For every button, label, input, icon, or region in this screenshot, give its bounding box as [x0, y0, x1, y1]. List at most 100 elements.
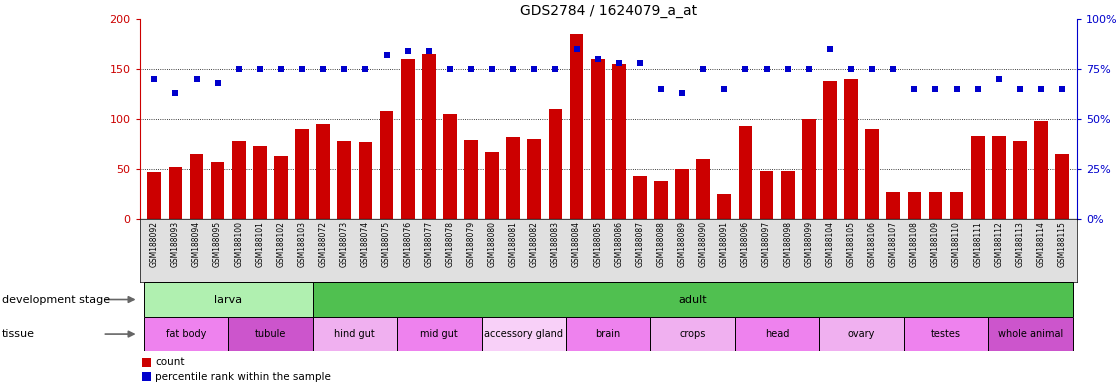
Point [800, 66, 818, 72]
Bar [232, 141, 246, 219]
Point [843, 66, 860, 72]
Text: tissue: tissue [2, 329, 36, 339]
Bar [654, 181, 667, 219]
Point [315, 66, 333, 72]
Point [737, 66, 754, 72]
Text: GSM188074: GSM188074 [360, 221, 369, 267]
Bar [337, 141, 352, 219]
Point [356, 66, 374, 72]
Text: GSM188112: GSM188112 [994, 221, 1003, 266]
Bar [950, 192, 963, 219]
Text: GSM188088: GSM188088 [656, 221, 665, 266]
Bar [549, 109, 562, 219]
Text: GSM188099: GSM188099 [805, 221, 814, 267]
Point [1011, 86, 1029, 92]
Text: larva: larva [214, 295, 242, 305]
Bar [422, 54, 435, 219]
Point [483, 66, 501, 72]
Bar [651, 317, 735, 351]
Text: brain: brain [596, 329, 620, 339]
Text: GSM188098: GSM188098 [783, 221, 792, 267]
Bar [739, 126, 752, 219]
Bar [401, 59, 414, 219]
Text: whole animal: whole animal [998, 329, 1064, 339]
Text: GSM188091: GSM188091 [720, 221, 729, 267]
Bar [675, 169, 689, 219]
Bar [781, 171, 795, 219]
Bar [735, 317, 819, 351]
Bar [379, 111, 393, 219]
Title: GDS2784 / 1624079_a_at: GDS2784 / 1624079_a_at [520, 4, 696, 18]
Text: GSM188103: GSM188103 [298, 221, 307, 267]
Bar [929, 192, 942, 219]
Point [758, 66, 776, 72]
Text: GSM188092: GSM188092 [150, 221, 158, 267]
Text: GSM188097: GSM188097 [762, 221, 771, 267]
Text: GSM188105: GSM188105 [847, 221, 856, 267]
Bar [316, 124, 330, 219]
Point [652, 86, 670, 92]
Point [821, 46, 839, 52]
Text: GSM188106: GSM188106 [867, 221, 877, 267]
Bar [907, 192, 921, 219]
Text: GSM188100: GSM188100 [234, 221, 243, 267]
Bar [886, 192, 901, 219]
Text: GSM188114: GSM188114 [1037, 221, 1046, 266]
Bar [819, 317, 904, 351]
Point [779, 66, 797, 72]
Point [272, 66, 290, 72]
Text: GSM188084: GSM188084 [573, 221, 581, 267]
Text: GSM188073: GSM188073 [339, 221, 349, 267]
Point [166, 90, 184, 96]
Text: GSM188078: GSM188078 [445, 221, 454, 267]
Point [398, 48, 416, 54]
Bar [822, 81, 837, 219]
Text: GSM188090: GSM188090 [699, 221, 708, 267]
Bar [312, 282, 1072, 317]
Bar [569, 34, 584, 219]
Bar [865, 129, 879, 219]
Text: GSM188102: GSM188102 [277, 221, 286, 266]
Text: GSM188107: GSM188107 [888, 221, 897, 267]
Bar [296, 129, 309, 219]
Bar [1056, 154, 1069, 219]
Text: GSM188081: GSM188081 [509, 221, 518, 266]
Point [990, 76, 1008, 82]
Point [187, 76, 205, 82]
Point [145, 76, 163, 82]
Text: GSM188082: GSM188082 [530, 221, 539, 266]
Point [715, 86, 733, 92]
Text: GSM188115: GSM188115 [1058, 221, 1067, 266]
Point [294, 66, 311, 72]
Bar [1035, 121, 1048, 219]
Bar [802, 119, 816, 219]
Text: count: count [155, 358, 184, 367]
Bar [844, 79, 858, 219]
Bar [228, 317, 312, 351]
Point [209, 80, 227, 86]
Bar [358, 142, 373, 219]
Point [336, 66, 354, 72]
Text: crops: crops [680, 329, 705, 339]
Text: GSM188111: GSM188111 [973, 221, 982, 266]
Bar [992, 136, 1006, 219]
Point [694, 66, 712, 72]
Text: GSM188095: GSM188095 [213, 221, 222, 267]
Bar [989, 317, 1072, 351]
Text: GSM188108: GSM188108 [910, 221, 918, 266]
Text: GSM188093: GSM188093 [171, 221, 180, 267]
Text: percentile rank within the sample: percentile rank within the sample [155, 372, 331, 382]
Bar [253, 146, 267, 219]
Text: GSM188079: GSM188079 [466, 221, 475, 267]
Text: GSM188075: GSM188075 [382, 221, 391, 267]
Point [905, 86, 923, 92]
Bar [144, 282, 312, 317]
Text: fat body: fat body [166, 329, 206, 339]
Text: GSM188080: GSM188080 [488, 221, 497, 267]
Point [884, 66, 902, 72]
Bar [147, 172, 161, 219]
Text: GSM188101: GSM188101 [256, 221, 264, 266]
Bar [904, 317, 989, 351]
Point [377, 52, 395, 58]
Text: GSM188109: GSM188109 [931, 221, 940, 267]
